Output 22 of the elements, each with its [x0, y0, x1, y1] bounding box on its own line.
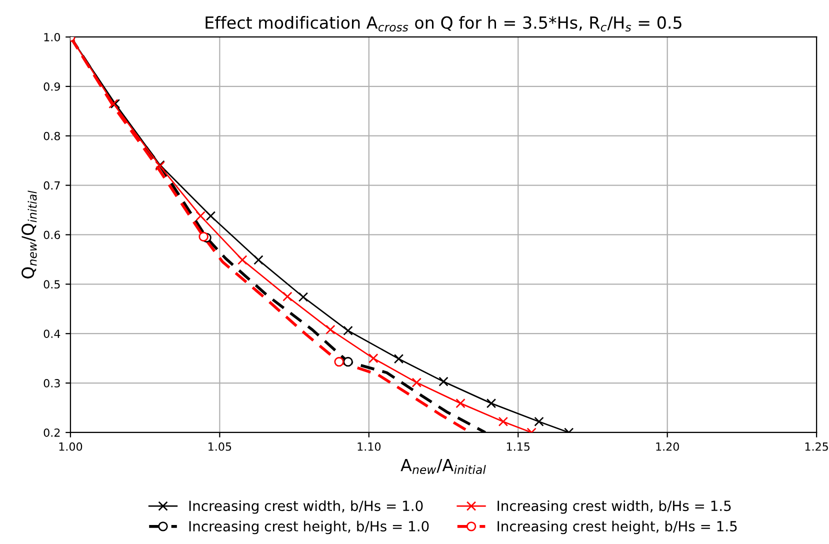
x-tick-label: 1.25	[805, 442, 828, 451]
y-tick-label: 0.2	[44, 428, 60, 437]
y-tick-label: 0.5	[44, 280, 60, 289]
y-tick-label: 0.6	[44, 230, 60, 240]
legend-label: Increasing crest width, b/Hs = 1.0	[189, 500, 423, 514]
y-tick-label: 0.3	[44, 379, 60, 388]
y-tick-label: 1.0	[44, 32, 60, 42]
legend-label: Increasing crest height, b/Hs = 1.0	[189, 520, 429, 534]
y-tick-label: 0.9	[44, 82, 60, 91]
chart-title: Effect modification A$_{cross}$ on Q for h = 3.5*Hs, R$_{c}$/H$_{s}$ = 0.5	[206, 16, 682, 32]
legend-label: Increasing crest width, b/Hs = 1.5	[498, 500, 731, 514]
x-tick-label: 1.05	[208, 442, 232, 451]
y-tick-label: 0.7	[44, 181, 60, 190]
y-tick-label: 0.4	[44, 330, 60, 338]
x-axis-title: A$_{new}$/A$_{initial}$	[400, 459, 486, 474]
x-tick-label: 1.10	[358, 442, 381, 451]
x-tick-label: 1.20	[656, 442, 679, 451]
x-tick-label: 1.15	[506, 442, 530, 451]
y-axis-title: Q$_{new}$/Q$_{initial}$	[22, 190, 37, 278]
legend-label: Increasing crest height, b/Hs = 1.5	[498, 520, 737, 534]
x-tick-label: 1.00	[59, 442, 82, 451]
y-tick-label: 0.8	[44, 132, 60, 140]
